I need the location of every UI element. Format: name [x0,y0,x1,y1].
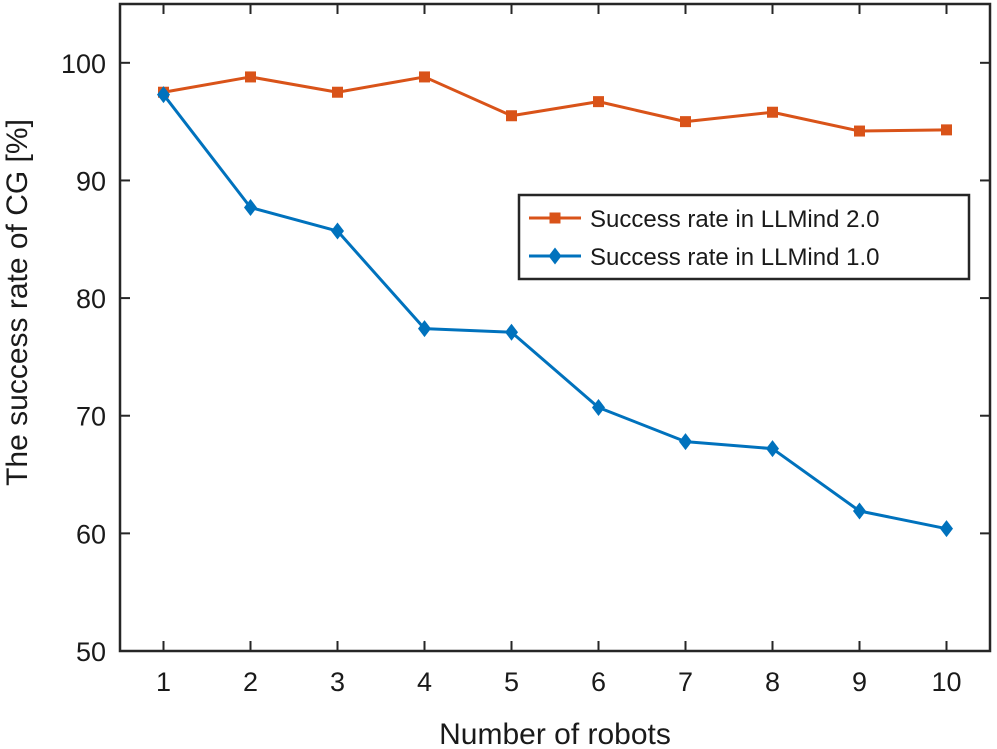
y-tick-label: 60 [76,519,106,549]
y-tick-label: 100 [61,49,106,79]
x-axis-title: Number of robots [439,718,671,749]
y-tick-label: 70 [76,402,106,432]
series-1-line [163,75,947,133]
series-1-point-5 [506,110,517,122]
series-1 [158,71,952,137]
y-axis-title: The success rate of CG [%] [1,119,34,486]
series-2-point-5 [505,323,518,341]
legend-marker [548,247,562,265]
series-2-point-3 [331,222,344,240]
y-tick-label: 80 [76,284,106,314]
x-tick-label: 8 [765,667,780,697]
series-2-point-10 [940,520,953,538]
series-2-point-2 [244,199,257,217]
x-axis: 1 2 3 4 5 6 7 8 9 10 [156,4,962,697]
x-tick-label: 6 [591,667,606,697]
x-tick-label: 2 [243,667,258,697]
series-1-point-9 [854,125,865,137]
series-2-point-7 [679,433,692,451]
legend: Success rate in LLMind 2.0 Success rate i… [517,193,971,281]
series-2-point-6 [592,398,605,416]
x-tick-label: 10 [931,667,961,697]
series-layer [157,71,953,538]
legend-item-2: Success rate in LLMind 1.0 [529,244,880,271]
x-tick-label: 7 [678,667,693,697]
series-1-point-7 [680,116,691,128]
series-2-point-4 [418,320,431,338]
plot-frame [118,2,992,653]
legend-marker [549,212,561,224]
series-2-point-1 [157,86,170,104]
legend-label: Success rate in LLMind 1.0 [590,244,880,271]
series-1-point-10 [941,124,952,136]
x-tick-label: 3 [330,667,345,697]
y-axis: 50 60 70 80 90 100 [61,49,990,667]
series-1-point-6 [593,96,604,108]
legend-box [517,193,971,281]
series-2-line [162,93,947,531]
x-tick-label: 9 [852,667,867,697]
x-tick-label: 4 [417,667,432,697]
series-1-point-8 [767,106,778,118]
y-tick-label: 90 [76,166,106,196]
y-tick-label: 50 [76,637,106,667]
x-tick-label: 1 [156,667,171,697]
x-tick-label: 5 [504,667,519,697]
series-1-point-3 [332,86,343,98]
series-2-point-9 [853,502,866,520]
series-1-point-2 [245,71,256,83]
series-2-point-8 [766,440,779,458]
series-2 [157,86,953,538]
series-1-point-4 [419,71,430,83]
legend-item-1: Success rate in LLMind 2.0 [529,206,880,233]
legend-label: Success rate in LLMind 2.0 [590,206,880,233]
